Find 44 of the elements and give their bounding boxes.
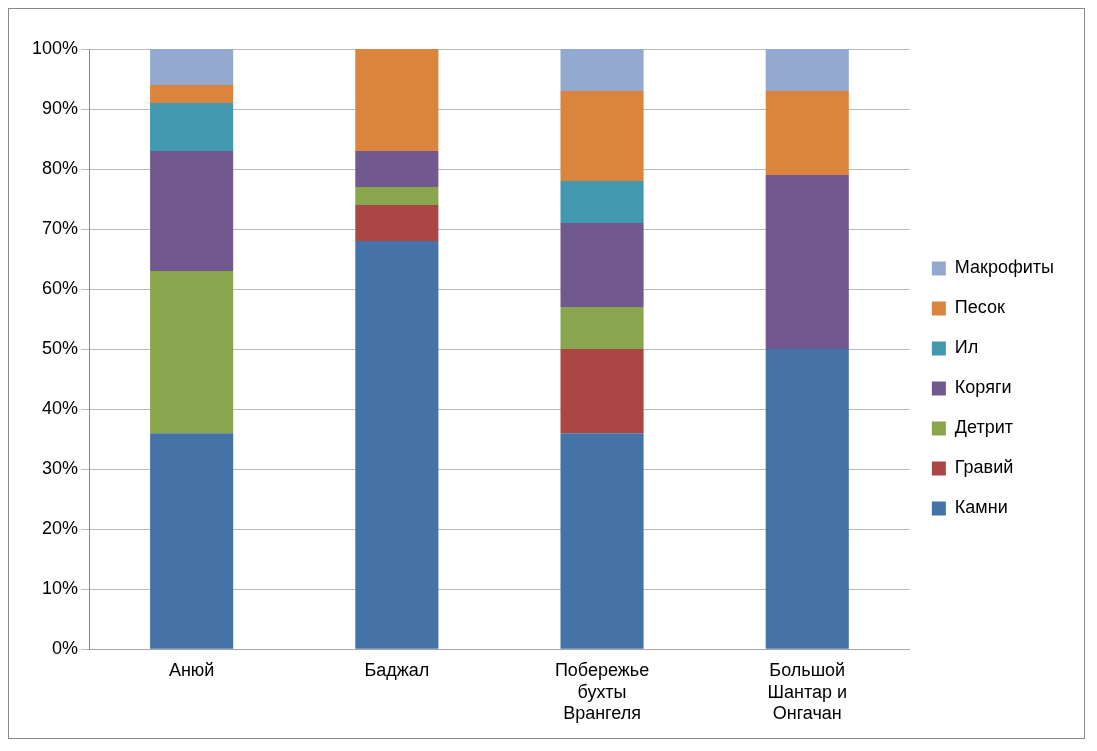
y-tick-label: 40% <box>42 398 79 419</box>
x-tick-label: Баджал <box>364 659 430 680</box>
x-tick-label: Большой Шантар и Онгачан <box>767 659 848 724</box>
bar <box>765 49 849 92</box>
bar <box>355 49 439 152</box>
bar <box>150 103 234 152</box>
y-tick-label: 20% <box>42 518 79 539</box>
bar <box>560 349 644 434</box>
legend-label: Макрофиты <box>954 257 1055 278</box>
bar <box>355 241 439 649</box>
legend-label: Ил <box>954 337 979 358</box>
legend-label: Коряги <box>954 377 1012 398</box>
bar <box>355 187 439 206</box>
bar <box>560 49 644 92</box>
y-tick-label: 30% <box>42 458 79 479</box>
legend-label: Детрит <box>954 417 1014 438</box>
bar <box>560 433 644 649</box>
x-tick-label: Побережье бухты Врангеля <box>554 659 650 724</box>
x-tick-label: Анюй <box>168 659 215 680</box>
y-tick-label: 90% <box>42 97 79 118</box>
legend-label: Гравий <box>954 457 1014 478</box>
bar <box>765 91 849 176</box>
legend-label: Камни <box>954 497 1008 518</box>
bar <box>150 151 234 272</box>
bar <box>560 223 644 308</box>
y-tick-label: 100% <box>31 37 79 58</box>
bar <box>150 271 234 434</box>
bar <box>355 151 439 188</box>
y-tick-label: 0% <box>52 638 79 659</box>
y-tick-label: 50% <box>42 338 79 359</box>
bar <box>560 91 644 182</box>
bar <box>150 85 234 104</box>
bar <box>765 175 849 350</box>
bar <box>560 181 644 224</box>
y-tick-label: 80% <box>42 158 79 179</box>
bar <box>560 307 644 350</box>
bar <box>150 433 234 649</box>
legend-label: Песок <box>954 297 1006 318</box>
bar <box>765 349 849 649</box>
y-tick-label: 60% <box>42 278 79 299</box>
bar <box>150 49 234 86</box>
bar <box>355 205 439 242</box>
y-tick-label: 10% <box>42 578 79 599</box>
y-tick-label: 70% <box>42 218 79 239</box>
